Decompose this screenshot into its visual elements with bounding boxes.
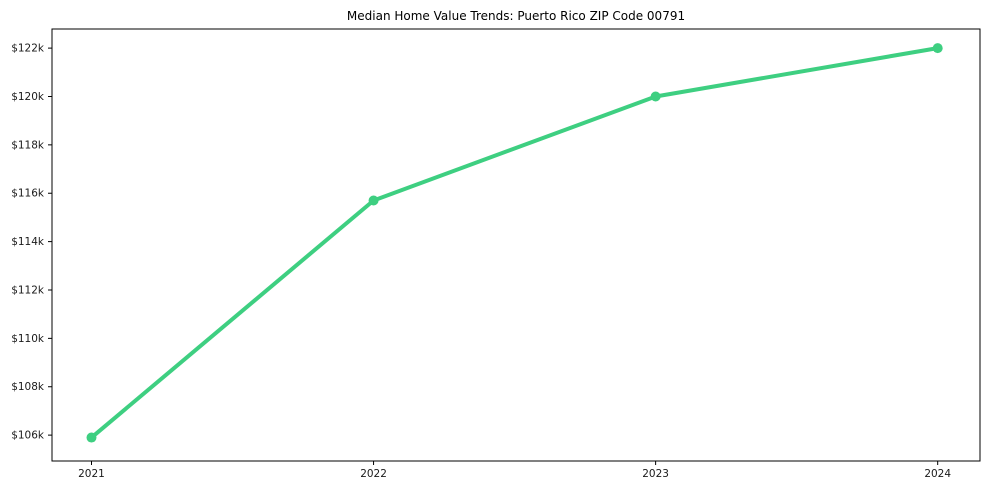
x-axis-tick-label: 2023 [642, 468, 669, 480]
x-axis-tick-label: 2022 [360, 468, 387, 480]
y-axis-tick-label: $118k [11, 139, 45, 151]
data-point-marker [650, 91, 661, 102]
y-axis-tick-label: $108k [11, 381, 45, 393]
trend-line [89, 46, 940, 440]
data-point-marker [86, 432, 97, 443]
chart-title: Median Home Value Trends: Puerto Rico ZI… [347, 9, 685, 23]
y-axis-tick-label: $106k [11, 430, 45, 442]
x-axis-tick-label: 2024 [924, 468, 951, 480]
data-point-marker [368, 195, 379, 206]
y-axis-tick-label: $112k [11, 284, 45, 296]
x-axis-tick-label: 2021 [78, 468, 105, 480]
plot-border [51, 28, 981, 462]
data-point-marker [932, 43, 943, 54]
y-axis-tick-label: $110k [11, 333, 45, 345]
y-axis-tick-label: $114k [11, 236, 45, 248]
y-axis-tick-label: $122k [11, 43, 45, 55]
y-axis-tick-label: $116k [11, 188, 45, 200]
y-axis-tick-label: $120k [11, 91, 45, 103]
